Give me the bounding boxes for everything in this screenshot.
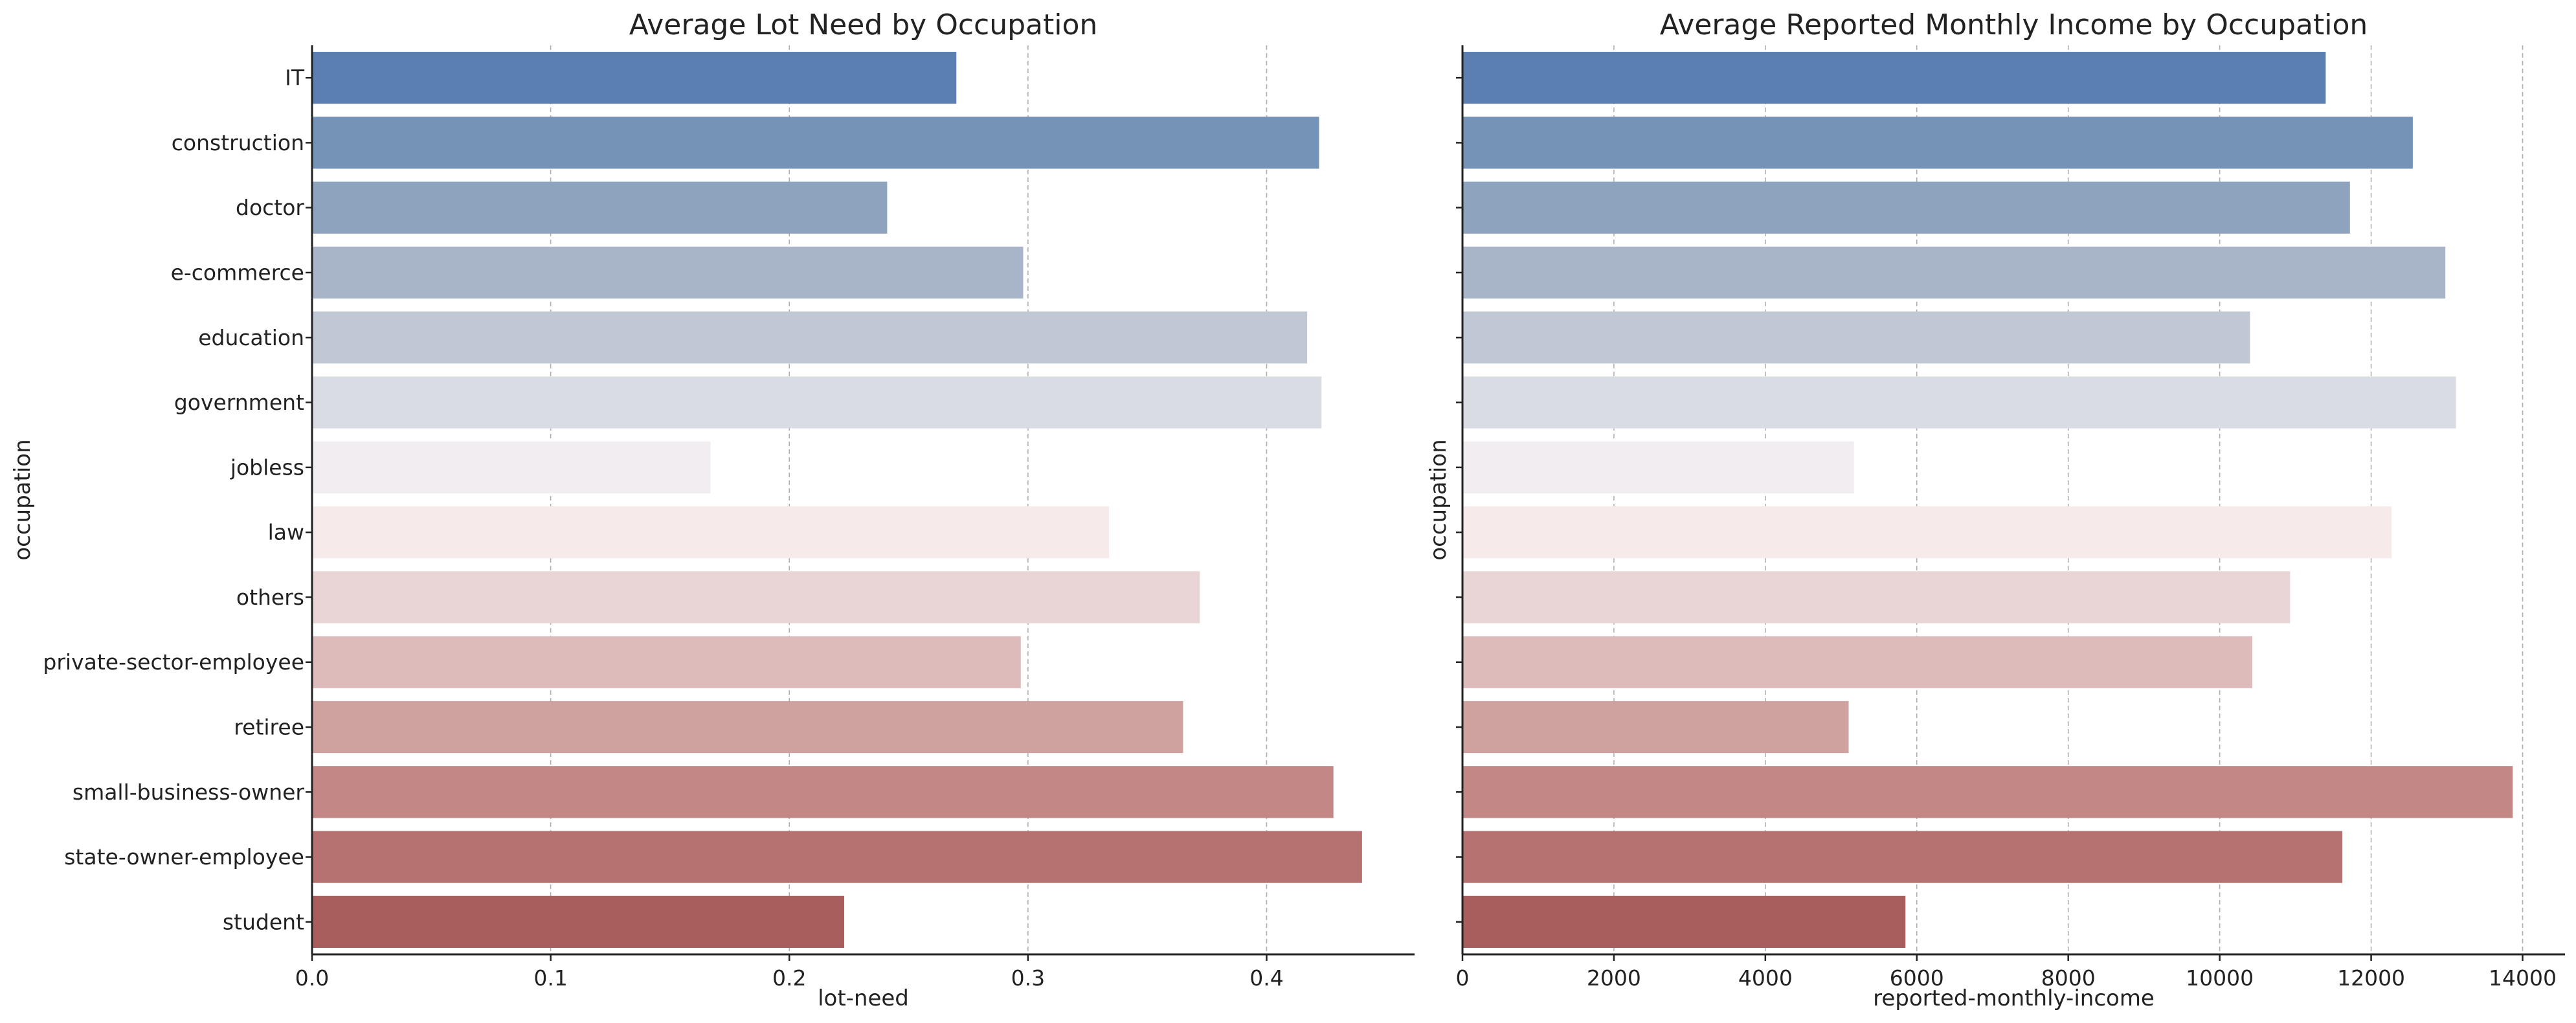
bar-others [312, 571, 1200, 624]
chart-panel-income: 0 2000 4000 6000 8000 10000 12000 14000 Average … [1426, 8, 2565, 1011]
y-axis-label: occupation [1426, 439, 1451, 560]
bar-student [312, 895, 845, 948]
bar-doctor [312, 181, 888, 234]
x-tick-label: 8000 [2041, 965, 2096, 991]
y-tick-label: construction [172, 130, 304, 155]
x-tick-label: 0.4 [1249, 965, 1283, 991]
bar-private-sector-employee [312, 636, 1021, 688]
bar-retiree [1462, 701, 1849, 754]
y-tick-label: doctor [236, 195, 304, 220]
bar-education [1462, 311, 2250, 364]
bar-doctor [1462, 181, 2350, 234]
bar-others [1462, 571, 2290, 624]
x-tick-label: 0.2 [772, 965, 806, 991]
chart-title: Average Reported Monthly Income by Occup… [1660, 8, 2368, 41]
bar-law [1462, 506, 2392, 559]
y-tick-label: retiree [234, 715, 304, 740]
x-tick-label: 0.1 [533, 965, 567, 991]
bar-education [312, 311, 1308, 364]
bar-jobless [312, 441, 711, 493]
y-tick-label: law [268, 520, 304, 545]
y-tick-label: education [198, 325, 304, 350]
bar-law [312, 506, 1110, 559]
y-axis-label: occupation [10, 439, 36, 560]
bar-student [1462, 895, 1906, 948]
bar-small-business-owner [312, 766, 1334, 818]
bar-retiree [312, 701, 1183, 754]
bar-construction [1462, 117, 2413, 169]
x-tick-label: 14000 [2489, 965, 2557, 991]
bar-private-sector-employee [1462, 636, 2252, 688]
bar-small-business-owner [1462, 766, 2513, 818]
y-tick-label: government [174, 390, 304, 415]
x-tick-label: 0.3 [1011, 965, 1045, 991]
y-tick-label: IT [285, 65, 305, 91]
x-axis-label: reported-monthly-income [1873, 985, 2155, 1011]
x-axis-label: lot-need [818, 985, 909, 1011]
x-tick-label: 2000 [1587, 965, 1641, 991]
x-tick-label: 6000 [1890, 965, 1944, 991]
y-tick-label: others [236, 585, 304, 610]
y-tick-label: private-sector-employee [43, 649, 304, 675]
x-tick-label: 0 [1456, 965, 1470, 991]
x-tick-label: 4000 [1738, 965, 1793, 991]
y-tick-label: state-owner-employee [64, 844, 304, 870]
bar-jobless [1462, 441, 1854, 493]
bar-it [312, 52, 957, 104]
y-tick-label: e-commerce [171, 260, 304, 286]
x-tick-label: 0.0 [295, 965, 329, 991]
bar-it [1462, 52, 2326, 104]
x-tick-label: 10000 [2186, 965, 2254, 991]
bar-e-commerce [312, 246, 1024, 299]
x-tick-label: 12000 [2337, 965, 2405, 991]
chart-title: Average Lot Need by Occupation [629, 8, 1098, 41]
bar-state-owner-employee [1462, 831, 2343, 883]
y-tick-label: student [223, 909, 304, 934]
bar-government [312, 376, 1322, 429]
bar-construction [312, 117, 1319, 169]
y-tick-label: jobless [230, 455, 304, 480]
bar-e-commerce [1462, 246, 2446, 299]
chart-panel-lot-need: IT construction doctor e-commerce education g… [10, 8, 1415, 1011]
bar-state-owner-employee [312, 831, 1362, 883]
y-tick-label: small-business-owner [73, 780, 305, 805]
bar-government [1462, 376, 2456, 429]
